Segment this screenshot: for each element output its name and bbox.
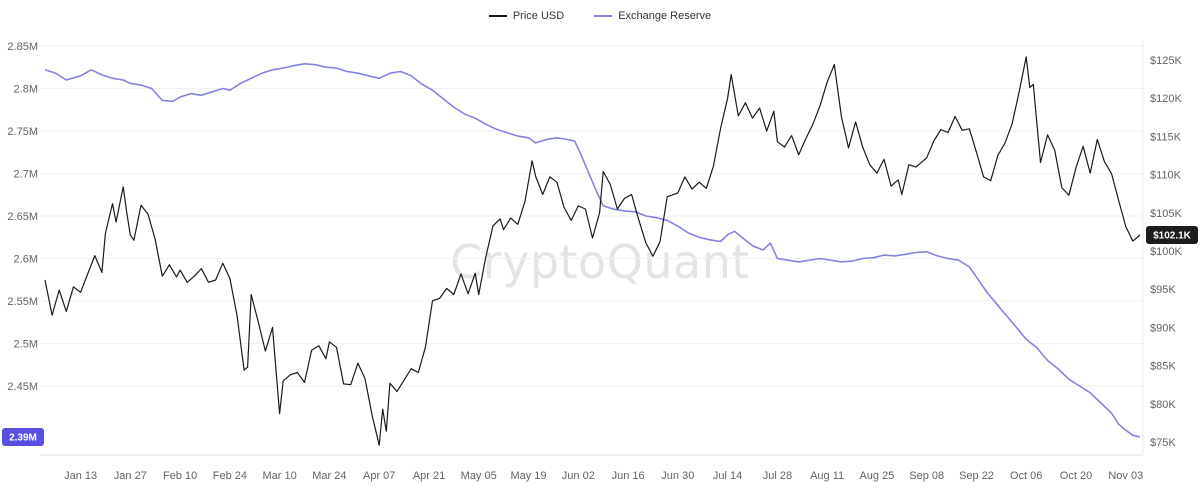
cryptoquant-watermark: CryptoQuant bbox=[450, 235, 750, 289]
left-axis-tick-label: 2.55M bbox=[7, 296, 38, 308]
x-axis-tick-label: Oct 06 bbox=[1010, 470, 1042, 482]
x-axis-tick-label: Apr 07 bbox=[363, 470, 395, 482]
x-axis-tick-label: May 05 bbox=[461, 470, 497, 482]
x-axis-tick-label: Oct 20 bbox=[1060, 470, 1092, 482]
x-axis-tick-label: Aug 25 bbox=[859, 470, 894, 482]
legend-item-price[interactable]: Price USD bbox=[488, 10, 565, 22]
x-axis-tick-label: Mar 10 bbox=[262, 470, 296, 482]
x-axis-tick-label: Aug 11 bbox=[810, 470, 844, 482]
x-axis-tick-label: Jun 30 bbox=[661, 470, 694, 482]
x-axis-tick-label: Jan 13 bbox=[64, 470, 97, 482]
left-axis-tick-label: 2.6M bbox=[14, 254, 38, 266]
x-axis-tick-label: Jun 16 bbox=[612, 470, 645, 482]
right-axis-tick-label: $80K bbox=[1150, 399, 1176, 411]
right-axis-tick-label: $105K bbox=[1150, 208, 1182, 220]
legend-label-exchange-reserve: Exchange Reserve bbox=[618, 10, 712, 22]
reserve-line-swatch bbox=[594, 15, 613, 17]
x-axis-tick-label: Jan 27 bbox=[114, 470, 147, 482]
right-axis-tick-label: $110K bbox=[1150, 170, 1182, 182]
x-axis-tick-label: Jul 28 bbox=[763, 470, 792, 482]
x-axis-tick-label: Sep 08 bbox=[909, 470, 944, 482]
x-axis-tick-label: Feb 10 bbox=[163, 470, 197, 482]
left-axis-tick-label: 2.7M bbox=[14, 169, 38, 181]
x-axis-tick-label: Nov 03 bbox=[1108, 470, 1143, 482]
x-axis-tick-label: Feb 24 bbox=[213, 470, 247, 482]
x-axis-tick-label: Jul 14 bbox=[713, 470, 742, 482]
right-axis-tick-label: $120K bbox=[1150, 93, 1182, 105]
price-current-badge bbox=[1146, 225, 1198, 244]
exchange-reserve-line[interactable] bbox=[44, 62, 1141, 438]
right-axis-tick-label: $125K bbox=[1150, 55, 1182, 67]
left-axis-tick-label: 2.65M bbox=[7, 211, 38, 223]
left-axis-tick-label: 2.8M bbox=[14, 84, 38, 96]
right-axis-tick-label: $100K bbox=[1150, 246, 1182, 258]
x-axis-tick-label: Mar 24 bbox=[312, 470, 346, 482]
left-axis-tick-label: 2.45M bbox=[7, 381, 38, 393]
left-axis-tick-label: 2.5M bbox=[14, 339, 38, 351]
legend-label-price: Price USD bbox=[512, 10, 565, 22]
right-axis-tick-label: $90K bbox=[1150, 322, 1176, 334]
x-axis-tick-label: May 19 bbox=[510, 470, 546, 482]
x-axis-tick-label: Jun 02 bbox=[562, 470, 595, 482]
price-usd-line[interactable] bbox=[44, 56, 1141, 446]
right-axis-tick-label: $85K bbox=[1150, 361, 1176, 373]
reserve-current-badge-label: 2.39M bbox=[9, 433, 37, 444]
right-axis-tick-label: $75K bbox=[1150, 437, 1176, 449]
right-axis-tick-label: $115K bbox=[1150, 131, 1182, 143]
price-line-swatch bbox=[488, 15, 507, 17]
chart-legend: Price USD Exchange Reserve bbox=[0, 10, 1200, 22]
left-axis-tick-label: 2.85M bbox=[7, 41, 38, 53]
x-axis-tick-label: Apr 21 bbox=[413, 470, 445, 482]
legend-item-exchange-reserve[interactable]: Exchange Reserve bbox=[594, 10, 711, 22]
price-current-badge-label: $102.1K bbox=[1153, 230, 1192, 241]
left-axis-tick-label: 2.75M bbox=[7, 126, 38, 138]
x-axis-tick-label: Sep 22 bbox=[959, 470, 994, 482]
right-axis-tick-label: $95K bbox=[1150, 284, 1176, 296]
reserve-current-badge bbox=[2, 428, 44, 446]
